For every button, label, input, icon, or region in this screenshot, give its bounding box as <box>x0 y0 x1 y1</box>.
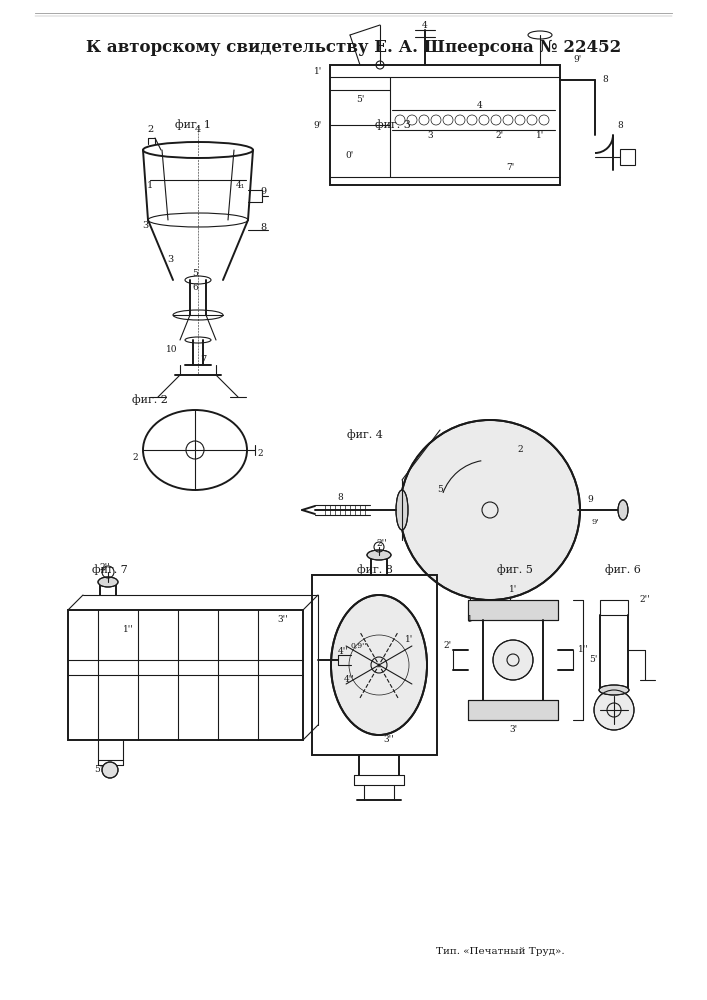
Text: 2'': 2'' <box>640 595 650 604</box>
Text: 5': 5' <box>94 766 103 774</box>
Bar <box>312 575 437 755</box>
Text: фиг. 6: фиг. 6 <box>605 565 641 575</box>
Text: 7': 7' <box>506 162 514 172</box>
Text: К авторскому свидетельству Е. А. Шпеерсона № 22452: К авторскому свидетельству Е. А. Шпеерсо… <box>86 39 621 56</box>
Text: 9: 9 <box>260 188 266 196</box>
Text: фиг. 1: фиг. 1 <box>175 120 211 130</box>
Bar <box>468 700 558 720</box>
Ellipse shape <box>367 550 391 560</box>
Text: 4: 4 <box>477 101 483 109</box>
Text: фиг. 2: фиг. 2 <box>132 395 168 405</box>
Text: 8: 8 <box>260 223 266 232</box>
Text: фиг. 4: фиг. 4 <box>347 430 383 440</box>
Text: 2: 2 <box>147 125 153 134</box>
Text: 7: 7 <box>200 356 206 364</box>
Ellipse shape <box>98 577 118 587</box>
Circle shape <box>102 762 118 778</box>
Text: 8: 8 <box>617 120 623 129</box>
Circle shape <box>594 690 634 730</box>
Text: 1'': 1'' <box>578 646 588 654</box>
Text: 5: 5 <box>437 486 443 494</box>
Text: фиг. 8: фиг. 8 <box>357 565 393 575</box>
Text: 4: 4 <box>195 125 201 134</box>
Text: 9': 9' <box>314 120 322 129</box>
Bar <box>330 65 560 185</box>
Ellipse shape <box>599 685 629 695</box>
Text: 3': 3' <box>509 726 517 734</box>
Ellipse shape <box>618 500 628 520</box>
Text: 1: 1 <box>467 615 473 624</box>
Text: 1: 1 <box>147 180 153 190</box>
Text: 2: 2 <box>257 450 263 458</box>
Bar <box>468 600 558 620</box>
Text: 3'': 3'' <box>384 736 395 744</box>
Text: 1'': 1'' <box>122 626 134 635</box>
Text: 3: 3 <box>427 130 433 139</box>
Text: 2: 2 <box>132 454 138 462</box>
Text: 2'': 2'' <box>377 538 387 548</box>
Text: 4₁: 4₁ <box>235 180 245 190</box>
Text: 4'': 4'' <box>338 648 349 656</box>
Text: 2'': 2'' <box>100 564 110 572</box>
Text: 9': 9' <box>591 518 599 526</box>
Text: 9: 9 <box>587 495 593 504</box>
Text: 1': 1' <box>405 636 413 645</box>
Text: 6: 6 <box>192 284 198 292</box>
Text: 8: 8 <box>337 493 343 502</box>
Text: 2': 2' <box>496 130 504 139</box>
Text: 5': 5' <box>356 96 364 104</box>
Text: 3: 3 <box>167 255 173 264</box>
Text: 9': 9' <box>574 55 582 64</box>
Text: 2': 2' <box>444 641 452 650</box>
Text: 3'': 3'' <box>278 615 288 624</box>
Text: фиг. 5: фиг. 5 <box>497 565 533 575</box>
Bar <box>600 600 628 615</box>
Text: 5': 5' <box>589 656 597 664</box>
Text: 1': 1' <box>536 130 544 139</box>
Text: фиг. 7: фиг. 7 <box>92 565 128 575</box>
Bar <box>468 700 558 720</box>
Ellipse shape <box>396 490 408 530</box>
Text: 4'': 4'' <box>344 676 354 684</box>
Bar <box>620 149 635 165</box>
Text: 3: 3 <box>142 221 148 230</box>
Circle shape <box>400 420 580 600</box>
Ellipse shape <box>331 595 427 735</box>
Text: Тип. «Печатный Труд».: Тип. «Печатный Труд». <box>436 948 564 956</box>
Text: фиг. 3: фиг. 3 <box>375 120 411 130</box>
Text: 4: 4 <box>422 20 428 29</box>
Text: 5: 5 <box>192 269 198 278</box>
Text: 1': 1' <box>509 585 517 594</box>
Text: 2: 2 <box>518 446 522 454</box>
Circle shape <box>493 640 533 680</box>
Bar <box>68 610 303 740</box>
Text: 1': 1' <box>314 66 322 76</box>
Bar <box>468 600 558 620</box>
Text: 10: 10 <box>166 346 177 355</box>
Text: 8: 8 <box>602 76 608 85</box>
Text: 0': 0' <box>346 150 354 159</box>
Text: 0,9'': 0,9'' <box>351 641 367 649</box>
